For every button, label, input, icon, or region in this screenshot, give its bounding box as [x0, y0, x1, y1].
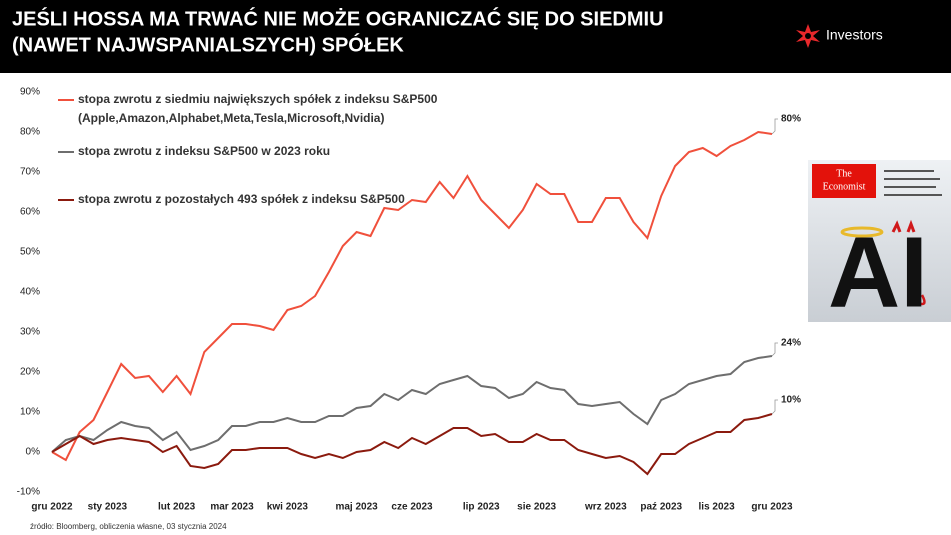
y-tick-label: 60%: [20, 207, 40, 218]
y-tick-label: 20%: [20, 367, 40, 378]
end-label: 10%: [781, 395, 801, 406]
title-line: (NAWET NAJWSPANIALSZYCH) SPÓŁEK: [12, 32, 404, 56]
source: źródło: Bloomberg, obliczenia własne, 03…: [30, 522, 227, 531]
x-tick-label: paź 2023: [640, 502, 682, 513]
x-tick-label: sie 2023: [517, 502, 556, 513]
y-tick-label: -10%: [17, 487, 40, 498]
y-tick-label: 40%: [20, 287, 40, 298]
x-tick-label: maj 2023: [335, 502, 378, 513]
x-tick-label: lut 2023: [158, 502, 196, 513]
y-tick-label: 0%: [26, 447, 41, 458]
x-tick-label: mar 2023: [210, 502, 254, 513]
y-tick-label: 80%: [20, 127, 40, 138]
logo-icon: [796, 24, 820, 48]
series-line: [51, 130, 773, 462]
leader-line: [771, 118, 778, 135]
x-tick-label: sty 2023: [88, 502, 128, 513]
x-tick-label: kwi 2023: [267, 502, 309, 513]
series-line: [51, 413, 773, 476]
cover: The Economist AI: [808, 160, 951, 328]
end-label: 24%: [781, 338, 801, 349]
x-tick-label: wrz 2023: [584, 502, 627, 513]
x-tick-label: gru 2022: [31, 502, 73, 513]
legend-label: stopa zwrotu z pozostałych 493 spółek z …: [78, 192, 405, 206]
y-tick-label: 30%: [20, 327, 40, 338]
legend-note: (Apple,Amazon,Alphabet,Meta,Tesla,Micros…: [78, 111, 384, 125]
cover-headline: AI: [828, 216, 928, 328]
y-tick-label: 90%: [20, 87, 40, 98]
x-tick-label: lis 2023: [699, 502, 736, 513]
brand: Investors: [826, 27, 883, 43]
y-tick-label: 10%: [20, 407, 40, 418]
header-bar: [0, 0, 951, 73]
legend-label: stopa zwrotu z indeksu S&P500 w 2023 rok…: [78, 144, 330, 158]
x-tick-label: cze 2023: [391, 502, 433, 513]
masthead: Economist: [823, 181, 866, 192]
leader-line: [771, 399, 778, 415]
title-line: JEŚLI HOSSA MA TRWAĆ NIE MOŻE OGRANICZAĆ…: [12, 6, 664, 30]
y-tick-label: 70%: [20, 167, 40, 178]
series-line: [51, 355, 773, 453]
end-label: 80%: [781, 114, 801, 125]
leader-line: [771, 342, 778, 357]
legend-label: stopa zwrotu z siedmiu największych spół…: [78, 92, 438, 106]
x-tick-label: gru 2023: [751, 502, 793, 513]
y-tick-label: 50%: [20, 247, 40, 258]
x-tick-label: lip 2023: [463, 502, 500, 513]
masthead: The: [836, 168, 852, 179]
